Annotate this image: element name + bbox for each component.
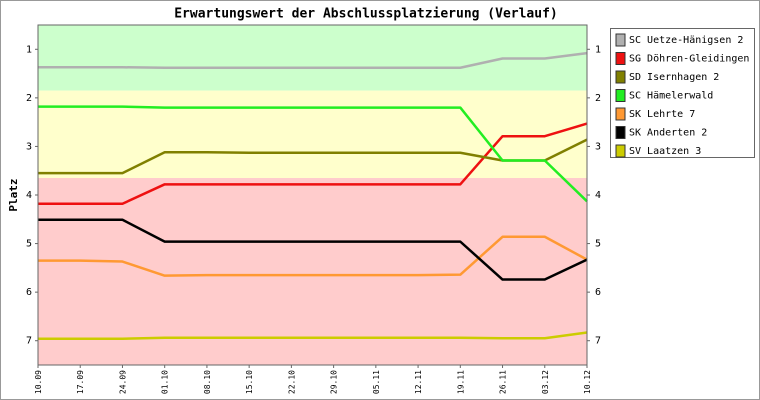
x-tick-label: 08.10 xyxy=(203,370,212,394)
series-line xyxy=(38,122,588,205)
chart-title: Erwartungswert der Abschlussplatzierung … xyxy=(174,7,558,22)
x-tick-label: 10.09 xyxy=(34,370,43,394)
x-tick-label: 12.11 xyxy=(414,370,423,394)
x-tick-label: 22.10 xyxy=(287,370,296,394)
y-tick-label-right: 1 xyxy=(595,44,601,55)
legend-label: SD Isernhagen 2 xyxy=(629,72,719,83)
legend-swatch xyxy=(615,144,626,158)
zone-band xyxy=(38,90,587,178)
legend-label: SG Döhren-Gleidingen xyxy=(629,54,749,65)
legend-swatch xyxy=(615,107,626,121)
x-tick-label: 29.10 xyxy=(330,370,339,394)
legend-swatch xyxy=(615,52,626,65)
legend-swatch xyxy=(615,126,626,139)
y-tick-label: 1 xyxy=(26,44,32,55)
y-tick-label: 2 xyxy=(26,93,32,104)
legend-swatch xyxy=(615,33,626,47)
x-tick-label: 26.11 xyxy=(499,370,508,394)
y-tick-label-right: 6 xyxy=(595,287,601,298)
x-tick-label: 24.09 xyxy=(118,370,127,394)
legend-label: SC Hämelerwald xyxy=(629,91,713,102)
x-tick-label: 17.09 xyxy=(76,370,85,394)
zone-band xyxy=(38,25,587,91)
series-line xyxy=(38,105,588,203)
plot-border xyxy=(37,24,588,366)
series-line xyxy=(38,235,588,277)
x-tick-label: 01.10 xyxy=(161,370,170,394)
y-tick-label: 4 xyxy=(26,190,32,201)
y-axis-title: Platz xyxy=(7,178,20,211)
y-tick-label-right: 2 xyxy=(595,93,601,104)
legend-swatch xyxy=(615,70,626,84)
x-tick-label: 19.11 xyxy=(456,370,465,394)
y-tick-label-right: 7 xyxy=(595,336,601,347)
x-tick-label: 10.12 xyxy=(583,370,592,394)
y-tick-label-right: 4 xyxy=(595,190,601,201)
series-line xyxy=(38,331,588,341)
y-tick-label-right: 3 xyxy=(595,141,601,152)
legend-label: SK Anderten 2 xyxy=(629,128,707,139)
x-tick-label: 03.12 xyxy=(541,370,550,394)
legend-swatch xyxy=(615,89,626,102)
x-tick-label: 15.10 xyxy=(245,370,254,394)
x-tick-label: 05.11 xyxy=(372,370,381,394)
legend-label: SV Laatzen 3 xyxy=(629,146,701,157)
y-tick-label: 7 xyxy=(26,336,32,347)
y-tick-label: 5 xyxy=(26,239,32,250)
series-line xyxy=(38,51,588,69)
y-tick-label: 6 xyxy=(26,287,32,298)
zone-band xyxy=(38,178,587,365)
legend xyxy=(610,28,755,158)
y-tick-label-right: 5 xyxy=(595,239,601,250)
y-tick-label: 3 xyxy=(26,141,32,152)
legend-label: SC Uetze-Hänigsen 2 xyxy=(629,35,743,46)
legend-label: SK Lehrte 7 xyxy=(629,109,695,120)
series-line xyxy=(38,218,588,281)
series-line xyxy=(38,138,588,175)
